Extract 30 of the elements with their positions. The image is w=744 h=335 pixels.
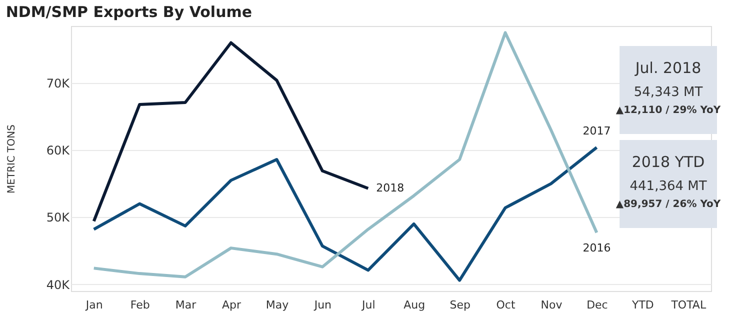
x-tick-label: TOTAL <box>670 298 707 312</box>
y-tick-label: 70K <box>46 76 71 91</box>
x-tick-label: Nov <box>540 298 563 312</box>
x-tick-label: Jun <box>313 298 332 312</box>
y-axis-title: METRIC TONS <box>6 124 18 194</box>
series-label: 2016 <box>582 242 611 255</box>
x-tick-label: Apr <box>222 298 242 312</box>
x-tick-label: Feb <box>130 298 150 312</box>
y-tick-label: 50K <box>46 210 71 225</box>
y-tick-label: 40K <box>46 278 71 292</box>
line-series <box>92 41 370 223</box>
annotation: 441,364 MT <box>630 179 707 194</box>
x-tick-label: Dec <box>586 298 608 312</box>
x-tick-label: Mar <box>175 298 197 312</box>
annotation: Jul. 2018 <box>634 59 702 77</box>
annotation: 2018 YTD <box>632 153 705 171</box>
x-tick-label: Jan <box>84 298 103 312</box>
series-label: 2017 <box>582 124 611 138</box>
x-tick-label: Aug <box>404 298 426 312</box>
chart-title: NDM/SMP Exports By Volume <box>6 3 252 21</box>
x-tick-label: Sep <box>450 298 470 312</box>
x-tick-label: Jul <box>361 298 376 312</box>
x-tick-label: Oct <box>496 298 516 312</box>
annotation: ▲89,957 / 26% YoY <box>616 199 722 210</box>
annotation: ▲12,110 / 29% YoY <box>616 105 722 116</box>
y-tick-label: 60K <box>46 144 71 158</box>
x-tick-label: YTD <box>630 298 654 312</box>
x-tick-label: May <box>266 298 290 312</box>
series-label: 2018 <box>376 181 404 194</box>
annotation: 54,343 MT <box>634 85 703 100</box>
